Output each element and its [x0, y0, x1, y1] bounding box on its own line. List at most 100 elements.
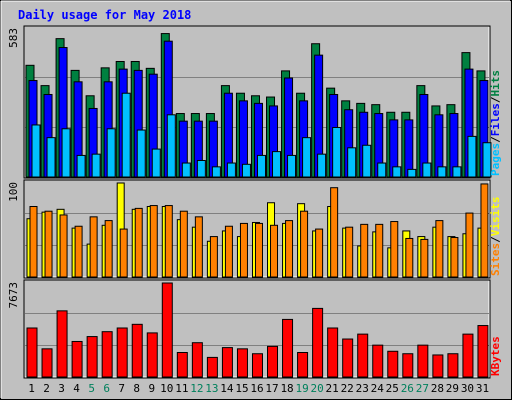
- bar-kbytes: [206, 356, 218, 378]
- bar-visits: [89, 216, 98, 278]
- bar-kbytes: [116, 327, 128, 378]
- bar-visits: [465, 212, 474, 278]
- legend-visits: Visits: [489, 197, 502, 237]
- x-tick-label: 31: [476, 382, 489, 395]
- bar-kbytes: [161, 282, 173, 378]
- bar-visits: [164, 205, 173, 278]
- legend-kbytes: KBytes: [489, 336, 502, 376]
- x-axis-day-labels: 1 2 3 4 5 6 7 8 9 10 11 12 13 14 15 16 17 18 19 20 21 22 23 24 2…: [28, 382, 489, 395]
- bar-kbytes: [71, 340, 83, 378]
- bar-pages: [76, 154, 86, 178]
- x-tick-label: 12: [190, 382, 203, 395]
- bar-visits: [375, 223, 384, 278]
- bar-visits: [239, 222, 248, 278]
- bar-pages: [317, 153, 327, 178]
- x-tick-label: 25: [386, 382, 399, 395]
- bar-kbytes: [432, 354, 444, 378]
- bar-visits: [420, 238, 429, 278]
- bar-visits: [119, 228, 128, 278]
- bar-pages: [347, 147, 357, 178]
- x-tick-label: 14: [220, 382, 234, 395]
- bar-pages: [422, 162, 432, 178]
- x-tick-label: 16: [250, 382, 263, 395]
- bar-kbytes: [372, 344, 384, 378]
- bar-pages: [272, 151, 282, 178]
- bar-visits: [450, 237, 459, 278]
- bar-pages: [407, 168, 417, 178]
- bar-kbytes: [101, 331, 113, 378]
- bar-visits: [209, 236, 218, 278]
- legend-pages: Pages: [489, 143, 502, 176]
- x-tick-label: 6: [103, 382, 110, 395]
- x-tick-label: 28: [431, 382, 444, 395]
- bar-visits: [435, 220, 444, 278]
- bar-visits: [134, 207, 143, 278]
- bar-visits: [254, 222, 263, 278]
- bar-pages: [211, 166, 221, 178]
- bar-kbytes: [146, 332, 158, 378]
- x-tick-label: 17: [265, 382, 278, 395]
- x-tick-label: 18: [280, 382, 293, 395]
- x-tick-label: 24: [371, 382, 385, 395]
- bar-visits: [345, 226, 354, 278]
- x-tick-label: 3: [58, 382, 65, 395]
- legend-sites-visits: Sites/Visits: [489, 197, 502, 277]
- bar-pages: [437, 166, 447, 178]
- x-tick-label: 15: [235, 382, 248, 395]
- bar-kbytes: [477, 325, 489, 378]
- x-tick-label: 4: [73, 382, 80, 395]
- bar-kbytes: [357, 333, 369, 378]
- y-max-label-top: 583: [7, 28, 20, 48]
- bar-visits: [360, 223, 369, 278]
- bar-visits: [300, 210, 309, 278]
- legend-kbytes: KBytes: [489, 336, 502, 376]
- legend-text: Sites/Visits: [489, 197, 502, 277]
- bar-pages: [226, 162, 236, 178]
- bar-pages: [136, 129, 146, 178]
- bar-kbytes: [191, 342, 203, 378]
- x-tick-label: 9: [148, 382, 155, 395]
- bar-kbytes: [267, 345, 279, 378]
- legend-files: Files: [489, 103, 502, 136]
- bar-visits: [330, 187, 339, 278]
- bar-pages: [196, 159, 206, 178]
- bar-visits: [285, 220, 294, 278]
- bar-kbytes: [26, 327, 38, 378]
- legend-text: Pages/Files/Hits: [489, 70, 502, 176]
- bar-files: [404, 119, 414, 178]
- bar-visits: [390, 221, 399, 278]
- bar-kbytes: [417, 344, 429, 378]
- bar-visits: [44, 210, 53, 278]
- bar-pages: [482, 142, 492, 178]
- panel-frames: [23, 25, 491, 379]
- bar-kbytes: [402, 353, 414, 378]
- bar-pages: [256, 154, 266, 178]
- x-tick-label: 7: [118, 382, 125, 395]
- bar-kbytes: [312, 307, 324, 378]
- bar-pages: [91, 153, 101, 178]
- bar-visits: [405, 237, 414, 278]
- bar-pages: [452, 166, 462, 178]
- bar-visits: [224, 225, 233, 278]
- visits-sites-bars: [26, 182, 489, 278]
- bar-kbytes: [56, 310, 68, 378]
- bar-pages: [46, 137, 56, 178]
- bar-pages: [302, 137, 312, 178]
- bar-pages: [287, 154, 297, 178]
- bar-kbytes: [282, 318, 294, 378]
- bar-pages: [392, 166, 402, 178]
- legend-sep: /: [489, 96, 502, 103]
- legend-sites: Sites: [489, 243, 502, 276]
- bar-kbytes: [41, 348, 53, 378]
- bar-kbytes: [236, 348, 248, 378]
- bar-kbytes: [327, 327, 339, 378]
- x-tick-label: 19: [295, 382, 308, 395]
- x-tick-label: 20: [311, 382, 324, 395]
- bar-visits: [74, 225, 83, 278]
- bar-kbytes: [221, 347, 233, 378]
- legend-text: KBytes: [489, 336, 502, 376]
- bar-pages: [106, 128, 116, 178]
- bar-pages: [151, 148, 161, 178]
- bar-kbytes: [462, 333, 474, 378]
- x-tick-label: 1: [28, 382, 35, 395]
